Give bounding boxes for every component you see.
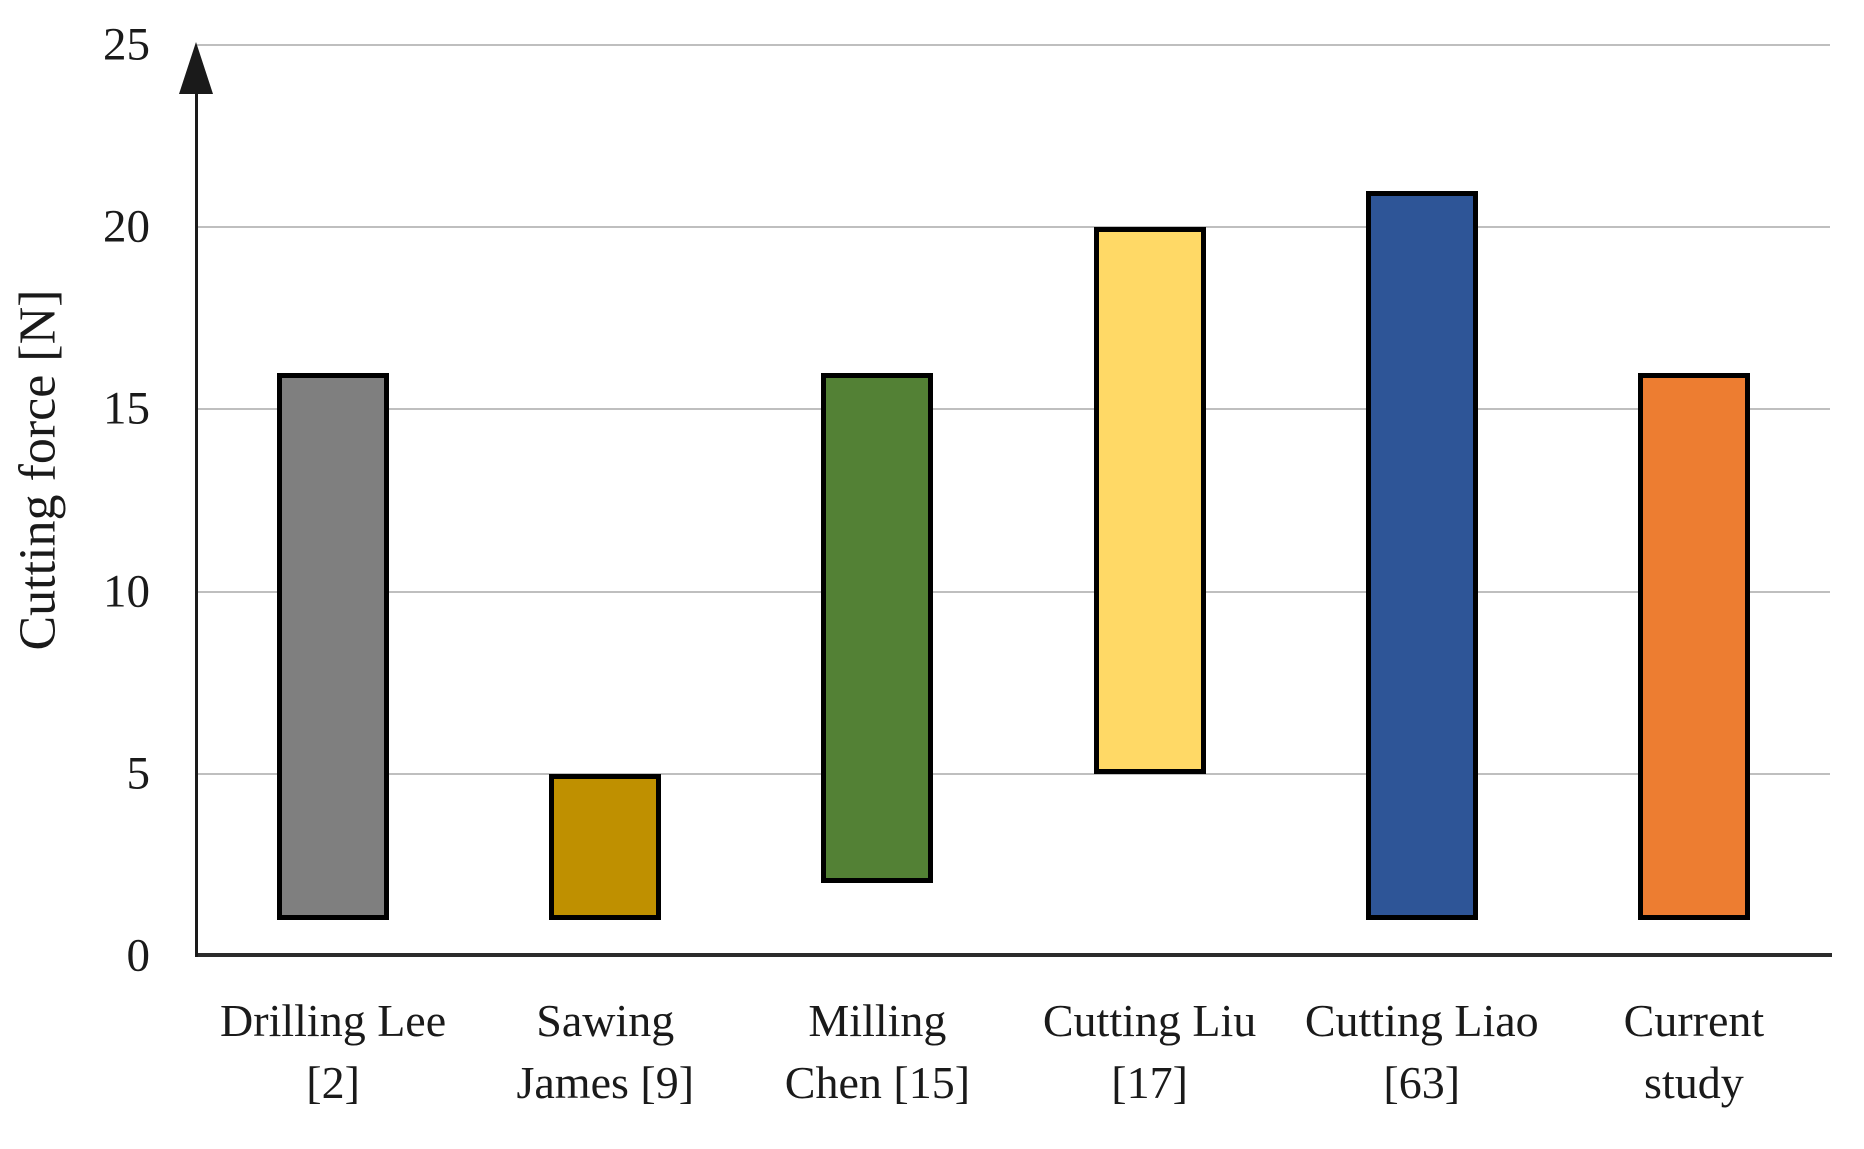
- bar-cutting-liu-17: [1093, 227, 1206, 774]
- category-label-line: Sawing: [536, 995, 675, 1046]
- category-label-line: Cutting Liao: [1304, 995, 1539, 1046]
- bar-drilling-lee-2: [277, 372, 390, 920]
- x-axis-line: [195, 953, 1832, 957]
- y-tick-label-0: 0: [126, 929, 151, 982]
- category-label-line: Chen [15]: [784, 1057, 971, 1109]
- category-label-line: James [9]: [516, 1057, 695, 1109]
- category-label-line: Milling: [808, 995, 947, 1046]
- category-label-line: Cutting Liu: [1042, 995, 1257, 1046]
- category-label-cutting-liu-17: Cutting Liu [17]: [1043, 990, 1256, 1114]
- y-tick-label-20: 20: [103, 200, 150, 253]
- bar-cutting-liao-63: [1365, 190, 1478, 920]
- gridline-y-10: [197, 590, 1830, 593]
- category-label-line: study: [1644, 1057, 1744, 1109]
- category-label-line: [2]: [306, 1057, 360, 1109]
- category-label-cutting-liao-63: Cutting Liao [63]: [1305, 990, 1539, 1114]
- category-label-line: [17]: [1111, 1057, 1188, 1109]
- y-tick-label-25: 25: [103, 18, 150, 71]
- category-label-milling-chen-15: Milling Chen [15]: [785, 990, 970, 1114]
- category-label-sawing-james-9: Sawing James [9]: [516, 990, 694, 1114]
- y-axis-arrow-icon: [179, 42, 213, 94]
- y-tick-label-5: 5: [126, 747, 151, 800]
- category-label-drilling-lee-2: Drilling Lee [2]: [220, 990, 446, 1114]
- category-label-line: Drilling Lee: [220, 995, 447, 1046]
- gridline-y-25: [197, 44, 1830, 46]
- gridline-y-15: [197, 408, 1830, 411]
- category-label-current-study: Current study: [1624, 990, 1765, 1114]
- bar-milling-chen-15: [821, 372, 934, 884]
- y-tick-label-15: 15: [103, 382, 150, 435]
- y-axis-line: [195, 70, 198, 957]
- category-label-line: [63]: [1383, 1057, 1461, 1109]
- bar-sawing-james-9: [549, 773, 662, 920]
- bar-current-study: [1637, 372, 1750, 920]
- y-tick-label-10: 10: [103, 565, 150, 618]
- gridline-y-5: [197, 772, 1830, 775]
- gridline-y-20: [197, 226, 1830, 229]
- category-label-line: Current: [1623, 995, 1765, 1046]
